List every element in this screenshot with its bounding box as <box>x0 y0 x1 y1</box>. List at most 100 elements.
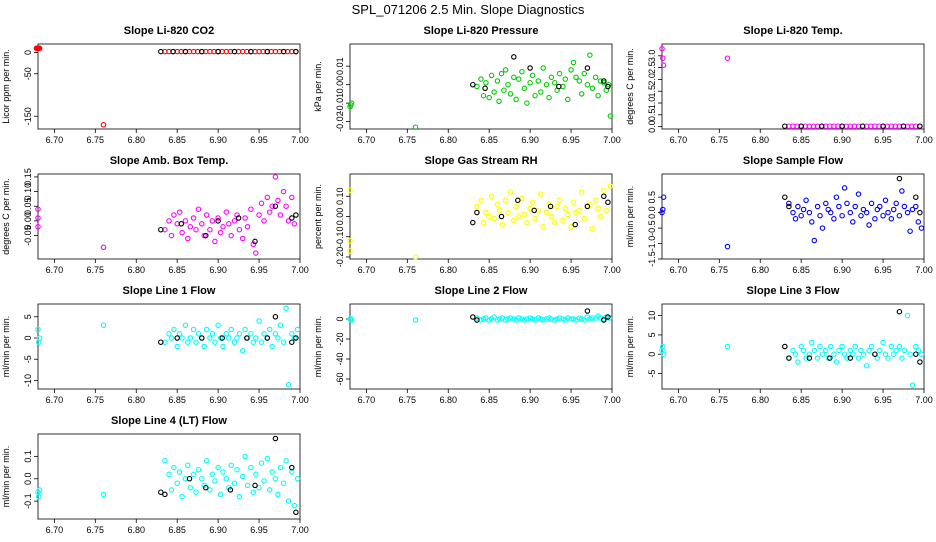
y-tick-label: 1.0 <box>647 97 657 110</box>
data-point <box>548 74 555 81</box>
x-tick-label: 7.00 <box>603 265 621 275</box>
data-point <box>215 215 221 221</box>
data-point <box>809 339 815 346</box>
data-point <box>272 174 279 180</box>
data-point <box>786 355 792 361</box>
chart-panel-2: Slope Li-820 Pressure 6.70 6.75 6.80 6.85 6.9… <box>312 22 624 152</box>
data-points <box>347 183 614 260</box>
data-point <box>502 67 509 73</box>
data-point <box>513 203 519 210</box>
data-point <box>890 206 897 213</box>
data-point <box>819 225 826 231</box>
chart-panel-9: Slope Line 3 Flow 6.70 6.75 6.80 6.85 6.90 6.9… <box>624 282 936 412</box>
data-point <box>543 81 550 88</box>
data-point <box>592 197 599 204</box>
chart-panel-5: Slope Gas Stream RH 6.70 6.75 6.80 6.85 6.90 6… <box>312 152 624 282</box>
data-point <box>226 335 232 341</box>
data-point <box>527 80 533 86</box>
data-point <box>823 347 829 354</box>
data-point <box>660 206 666 213</box>
y-tick-label: -0.05 <box>23 225 33 246</box>
data-point <box>228 326 234 333</box>
data-point <box>814 355 821 361</box>
data-point <box>896 175 903 182</box>
data-point <box>174 343 180 350</box>
data-point <box>584 308 591 314</box>
data-point <box>538 89 544 95</box>
data-point <box>899 188 905 194</box>
data-point <box>589 85 596 92</box>
data-point <box>581 215 587 222</box>
x-tick-label: 6.80 <box>751 395 769 405</box>
data-point <box>782 343 788 350</box>
data-point <box>480 92 487 99</box>
data-point <box>36 45 43 52</box>
data-point <box>839 343 845 350</box>
data-point <box>236 226 243 233</box>
x-tick-label: 6.90 <box>833 265 851 275</box>
data-point <box>176 469 183 475</box>
data-point <box>660 351 667 357</box>
data-point <box>917 209 923 216</box>
data-point <box>907 351 913 357</box>
data-point <box>882 197 889 204</box>
data-point <box>524 100 530 106</box>
data-point <box>515 76 522 82</box>
data-point <box>562 76 569 82</box>
data-point <box>603 207 610 214</box>
data-point <box>275 491 281 498</box>
data-point <box>248 206 254 212</box>
data-point <box>236 493 243 500</box>
data-point <box>478 76 484 82</box>
data-point <box>285 498 292 504</box>
data-point <box>275 197 281 204</box>
y-tick-label: -0.5 <box>647 220 657 236</box>
data-point <box>215 464 221 471</box>
chart-svg: Slope Li-820 Temp. 6.70 6.75 6.80 6.85 6.90 6.… <box>625 25 933 145</box>
data-points <box>659 175 925 250</box>
data-point <box>918 225 925 231</box>
data-point <box>212 339 218 345</box>
data-point <box>171 464 177 471</box>
data-point <box>904 209 911 216</box>
data-point <box>212 238 218 245</box>
x-tick-label: 7.00 <box>603 135 621 145</box>
data-point <box>900 123 907 129</box>
data-point <box>527 205 533 212</box>
x-tick-label: 6.80 <box>127 265 145 275</box>
data-point <box>551 219 558 226</box>
data-point <box>158 489 164 495</box>
data-point <box>190 215 197 221</box>
data-point <box>293 509 299 516</box>
data-point <box>158 339 164 345</box>
data-point <box>474 203 480 210</box>
data-point <box>531 207 537 214</box>
data-point <box>535 78 542 84</box>
data-point <box>540 223 546 230</box>
data-point <box>239 473 246 480</box>
chart-svg: Slope Sample Flow 6.70 6.75 6.80 6.85 6.90 6.9… <box>625 155 933 275</box>
data-point <box>540 317 546 323</box>
data-point <box>595 92 601 99</box>
data-point <box>502 197 509 204</box>
data-point <box>515 315 522 321</box>
data-point <box>496 98 502 105</box>
plot-frame <box>661 303 925 390</box>
data-point <box>507 91 514 97</box>
data-point <box>601 317 607 323</box>
y-tick-label: 1.5 <box>647 85 657 98</box>
data-point <box>269 203 275 209</box>
y-tick-label: 0.05 <box>23 197 33 215</box>
data-point <box>347 187 353 193</box>
chart-svg: Slope Amb. Box Temp. 6.70 6.75 6.80 6.85 6.90… <box>1 155 309 275</box>
x-tick-label: 6.80 <box>439 265 457 275</box>
x-tick-label: 6.90 <box>521 135 539 145</box>
data-point <box>524 219 530 226</box>
y-tick-label: 2.0 <box>647 73 657 86</box>
data-point <box>724 243 731 250</box>
data-point <box>212 478 218 484</box>
data-point <box>486 213 492 220</box>
data-point <box>190 326 197 333</box>
data-point <box>556 197 563 204</box>
data-point <box>248 48 254 55</box>
